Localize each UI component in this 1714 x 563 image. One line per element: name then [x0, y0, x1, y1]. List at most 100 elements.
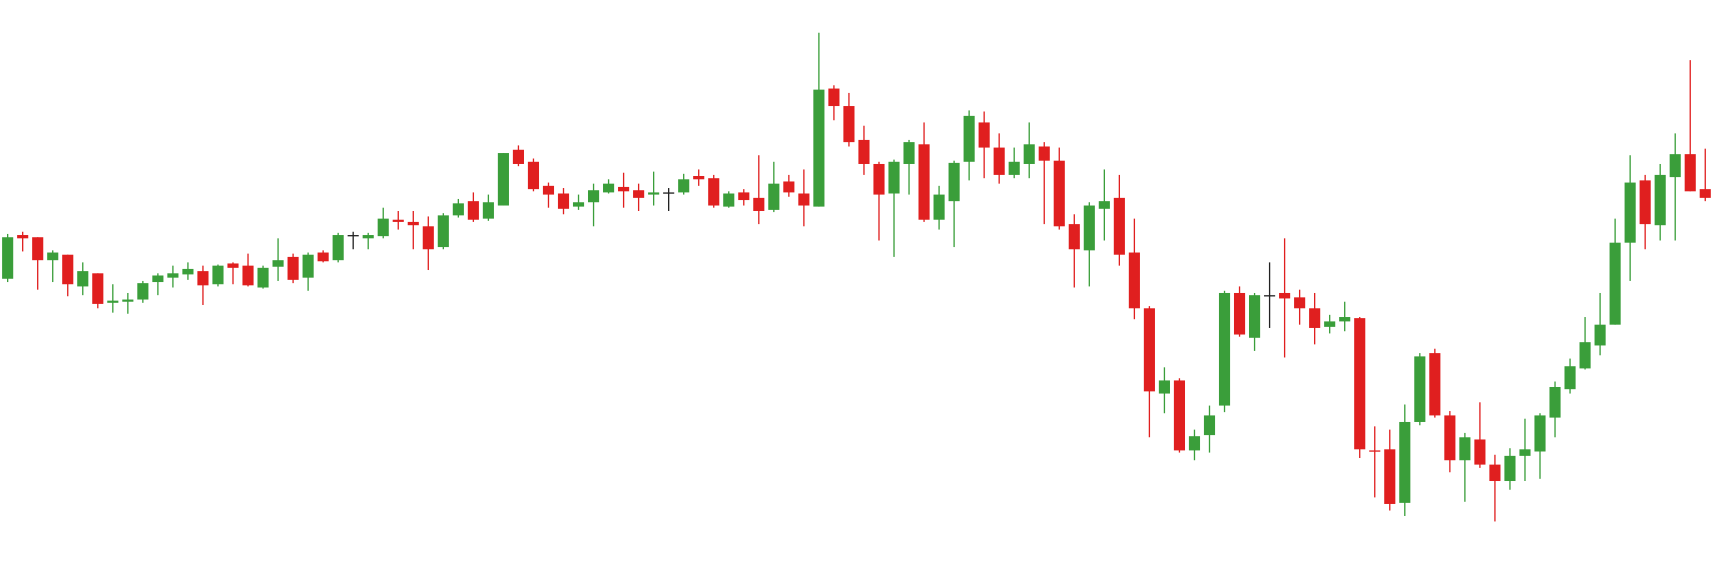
candle-body [1609, 242, 1621, 325]
candle-body [197, 271, 209, 286]
candle-body [407, 221, 419, 226]
candle-body [1053, 160, 1065, 227]
candle-body [1564, 366, 1576, 390]
candle-body [257, 267, 269, 288]
candle-body [572, 202, 585, 207]
candle-body [1233, 292, 1246, 335]
candle-body [603, 183, 615, 193]
candle-body [1309, 308, 1321, 328]
candle-body [1489, 464, 1501, 482]
candle-body [1699, 189, 1711, 198]
candle-body [888, 161, 900, 194]
candle-body [272, 260, 284, 267]
candle-body [633, 190, 645, 198]
candle-body [1098, 201, 1110, 209]
candle-body [17, 235, 29, 239]
candle-body [1474, 439, 1486, 465]
candle-body [1083, 205, 1095, 251]
candle-body [452, 203, 464, 216]
candle-body [347, 235, 359, 237]
candle-body [1519, 449, 1531, 456]
candle-body [557, 193, 570, 209]
candle-body [1354, 318, 1366, 450]
candle-body [1624, 182, 1636, 243]
candle-body [167, 273, 179, 278]
candle-body [227, 263, 239, 268]
candle-body [107, 300, 119, 303]
candle-body [242, 265, 254, 286]
candle-body [918, 144, 930, 220]
candle-body [1324, 321, 1336, 327]
candle-body [1459, 437, 1471, 461]
candle-body [1594, 324, 1606, 346]
candle-body [1173, 380, 1186, 451]
candle-body [1188, 436, 1201, 451]
candle-body [828, 88, 840, 107]
candle-body [1068, 224, 1080, 250]
candle-body [152, 275, 164, 283]
candle-body [1504, 455, 1516, 482]
candle-body [77, 271, 89, 287]
candle-body [302, 254, 314, 278]
candle-body [497, 153, 509, 206]
candle-body [332, 235, 344, 261]
candle-body [723, 193, 735, 207]
candle-body [1128, 252, 1140, 309]
candle-body [137, 283, 149, 300]
candle-body [2, 237, 14, 279]
candle-body [1294, 297, 1306, 309]
candle-body [1203, 415, 1216, 436]
candle-body [708, 178, 720, 206]
candle-body [1158, 380, 1170, 394]
candle-body [422, 226, 434, 250]
candle-body [1249, 295, 1261, 338]
candle-body [1579, 342, 1591, 369]
candle-body [527, 161, 540, 190]
candle-body [1639, 180, 1651, 225]
candle-body [47, 252, 59, 261]
candle-body [1399, 421, 1411, 503]
candle-body [963, 115, 975, 162]
candle-body [813, 89, 825, 207]
candle-body [648, 192, 660, 195]
candle-body [783, 181, 795, 193]
candle-body [317, 252, 329, 262]
candle-body [182, 268, 194, 275]
candle-body [377, 218, 389, 237]
candle-body [1669, 154, 1681, 178]
candle-body [212, 265, 224, 285]
candle-body [467, 201, 479, 220]
candle-body [1384, 449, 1396, 504]
candle-body [663, 192, 675, 194]
candle-body [1429, 353, 1441, 416]
candle-body [1654, 174, 1666, 226]
candle-body [798, 193, 810, 206]
candle-body [1264, 295, 1276, 297]
candle-body [873, 163, 885, 195]
candle-body [362, 235, 374, 239]
candle-body [1414, 356, 1426, 422]
candle-body [32, 237, 44, 261]
candle-body [512, 149, 524, 164]
candle-body [1038, 146, 1050, 161]
candle-body [618, 186, 630, 192]
candle-body [122, 299, 134, 302]
candle-body [843, 106, 855, 143]
candle-body [482, 202, 494, 219]
candle-body [903, 142, 915, 164]
candle-body [978, 122, 990, 148]
candle-body [437, 215, 449, 248]
candle-body [933, 194, 945, 220]
candle-body [738, 192, 750, 201]
candle-body [1113, 197, 1125, 255]
candle-body [287, 256, 299, 280]
candle-body [1279, 292, 1291, 299]
candle-body [753, 197, 765, 211]
candle-body [542, 185, 555, 195]
candle-body [587, 190, 600, 203]
candle-body [858, 139, 870, 164]
candle-body [693, 176, 705, 180]
candle-body [993, 147, 1005, 175]
candle-body [1023, 144, 1035, 164]
